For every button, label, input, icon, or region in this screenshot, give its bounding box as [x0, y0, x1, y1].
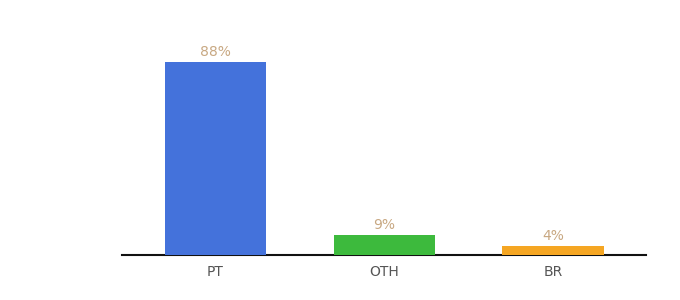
Text: 9%: 9% [373, 218, 395, 232]
Text: 88%: 88% [200, 45, 231, 59]
Bar [333, 235, 435, 255]
Text: 4%: 4% [542, 229, 564, 243]
Bar [165, 62, 266, 255]
Bar [503, 246, 604, 255]
